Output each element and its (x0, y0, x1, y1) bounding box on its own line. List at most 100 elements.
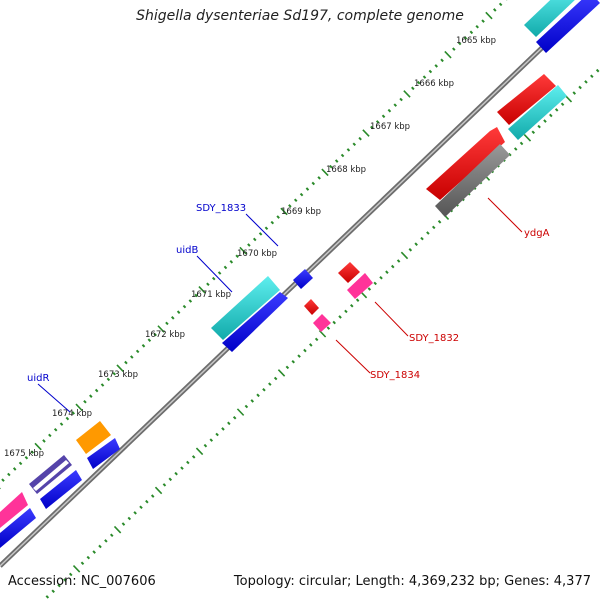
gene-feature-blue-uidR (87, 438, 120, 469)
minor-tick (475, 24, 479, 29)
major-tick (154, 486, 163, 495)
minor-tick (182, 304, 187, 309)
minor-tick (7, 472, 11, 477)
minor-tick (18, 461, 23, 466)
gene-label-sdy1832[interactable]: SDY_1832 (409, 333, 459, 344)
minor-tick (508, 152, 512, 157)
gene-feature-blue-1833 (293, 269, 313, 289)
minor-tick (174, 471, 178, 476)
major-tick (113, 525, 122, 534)
minor-tick (186, 460, 190, 465)
minor-tick (493, 8, 497, 12)
minor-tick (543, 119, 547, 123)
minor-tick (86, 555, 91, 560)
minor-tick (334, 159, 339, 163)
gene-feature-cds-red-1 (497, 74, 556, 125)
minor-tick (379, 276, 383, 280)
minor-tick (229, 260, 234, 264)
gene-label-uidB[interactable]: uidB (176, 245, 198, 256)
minor-tick (59, 422, 64, 426)
major-tick (403, 90, 411, 98)
minor-tick (572, 91, 577, 95)
major-tick (75, 403, 83, 412)
minor-tick (437, 220, 442, 224)
minor-tick (106, 377, 111, 382)
minor-tick (109, 533, 114, 538)
minor-tick (209, 438, 214, 442)
minor-tick (317, 176, 321, 180)
minor-tick (92, 550, 96, 554)
minor-tick (100, 383, 105, 387)
minor-tick (297, 354, 301, 358)
minor-tick (355, 298, 360, 302)
minor-tick (30, 450, 35, 454)
major-tick (280, 207, 288, 216)
minor-tick (309, 343, 313, 347)
leader-sdy1832 (374, 301, 409, 337)
kbp-label: 1671 kbp (191, 290, 231, 300)
gene-label-sdy1834[interactable]: SDY_1834 (370, 370, 420, 381)
minor-tick (168, 477, 173, 482)
minor-tick (80, 561, 85, 566)
minor-tick (262, 387, 266, 392)
minor-tick (247, 243, 251, 247)
minor-tick (332, 320, 336, 325)
major-tick (362, 129, 370, 137)
minor-tick (513, 147, 518, 151)
minor-tick (145, 499, 149, 504)
minor-tick (329, 164, 333, 169)
minor-tick (188, 299, 193, 303)
kbp-label: 1675 kbp (4, 449, 44, 459)
minor-tick (250, 399, 255, 403)
minor-tick (344, 309, 348, 314)
leader-sdy1833 (245, 213, 279, 247)
kbp-label: 1669 kbp (281, 207, 321, 217)
kbp-label: 1673 kbp (98, 370, 138, 380)
gene-feature-red-1832 (338, 262, 360, 283)
minor-tick (420, 236, 424, 241)
gene-feature-rna-top (524, 0, 575, 37)
gene-label-sdy1833[interactable]: SDY_1833 (196, 203, 246, 214)
minor-tick (399, 97, 403, 102)
kbp-label: 1672 kbp (145, 330, 185, 340)
gene-feature-rna-uidB (211, 276, 280, 340)
minor-tick (24, 455, 29, 460)
minor-tick (256, 393, 260, 398)
minor-tick (560, 102, 565, 107)
minor-tick (387, 108, 392, 113)
map-title: Shigella dysenteriae Sd197, complete gen… (136, 8, 464, 24)
major-tick (239, 246, 247, 255)
minor-tick (314, 337, 319, 342)
minor-tick (83, 399, 87, 404)
minor-tick (180, 466, 184, 470)
kbp-label: 1667 kbp (370, 122, 410, 132)
minor-tick (270, 220, 275, 225)
gene-feature-rna-cyan-1 (508, 85, 567, 140)
minor-tick (1, 478, 5, 482)
accession-text: Accession: NC_007606 (8, 574, 156, 589)
minor-tick (171, 316, 175, 320)
minor-tick (211, 276, 216, 281)
minor-tick (469, 30, 474, 35)
major-tick (195, 447, 204, 456)
minor-tick (57, 583, 61, 588)
major-tick (34, 442, 42, 451)
minor-tick (375, 120, 380, 124)
major-tick (400, 251, 409, 260)
minor-tick (288, 204, 292, 208)
minor-tick (457, 41, 462, 46)
minor-tick (293, 198, 298, 203)
gene-label-ydgA[interactable]: ydgA (524, 228, 550, 239)
gene-label-uidR[interactable]: uidR (27, 373, 49, 384)
minor-tick (273, 376, 278, 381)
minor-tick (358, 136, 362, 141)
minor-tick (390, 264, 395, 269)
minor-tick (217, 271, 222, 275)
inner-tick-ring (45, 68, 600, 599)
minor-tick (452, 47, 456, 51)
minor-tick (422, 75, 427, 79)
major-tick (321, 168, 329, 177)
leader-uidB (196, 255, 233, 293)
minor-tick (65, 416, 70, 421)
minor-tick (463, 36, 468, 40)
